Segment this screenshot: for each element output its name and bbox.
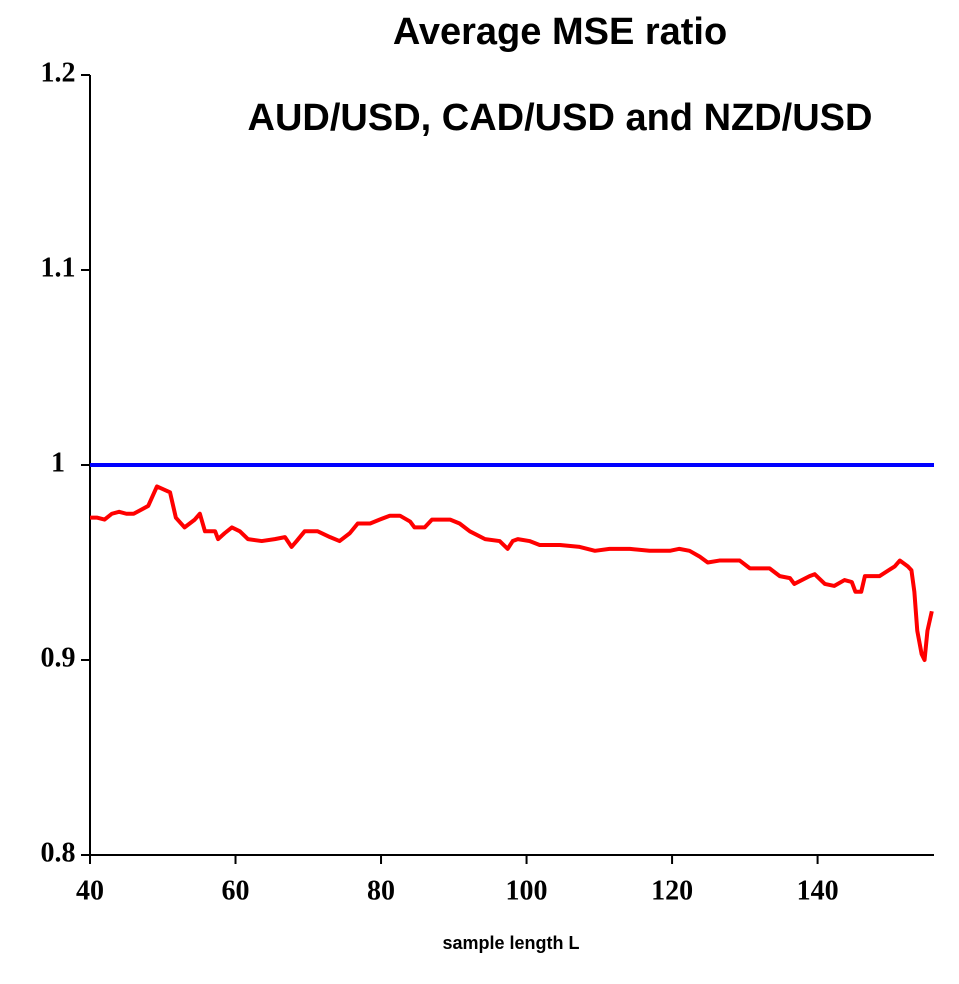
x-tick-label: 40 bbox=[76, 875, 104, 906]
y-tick-label: 1 bbox=[51, 447, 65, 478]
y-tick-label: 0.8 bbox=[41, 837, 76, 868]
series-line bbox=[90, 484, 934, 662]
y-tick-label: 1.1 bbox=[41, 252, 76, 283]
x-tick-label: 140 bbox=[797, 875, 839, 906]
chart-subtitle: AUD/USD, CAD/USD and NZD/USD bbox=[248, 97, 873, 139]
x-tick-label: 80 bbox=[367, 875, 395, 906]
x-tick-label: 60 bbox=[222, 875, 250, 906]
chart-title: Average MSE ratio bbox=[393, 11, 727, 53]
y-tick-label: 1.2 bbox=[41, 57, 76, 88]
x-axis-label: sample length L bbox=[442, 933, 579, 953]
x-tick-label: 100 bbox=[506, 875, 548, 906]
y-tick-label: 0.9 bbox=[41, 642, 76, 673]
x-tick-label: 120 bbox=[651, 875, 693, 906]
